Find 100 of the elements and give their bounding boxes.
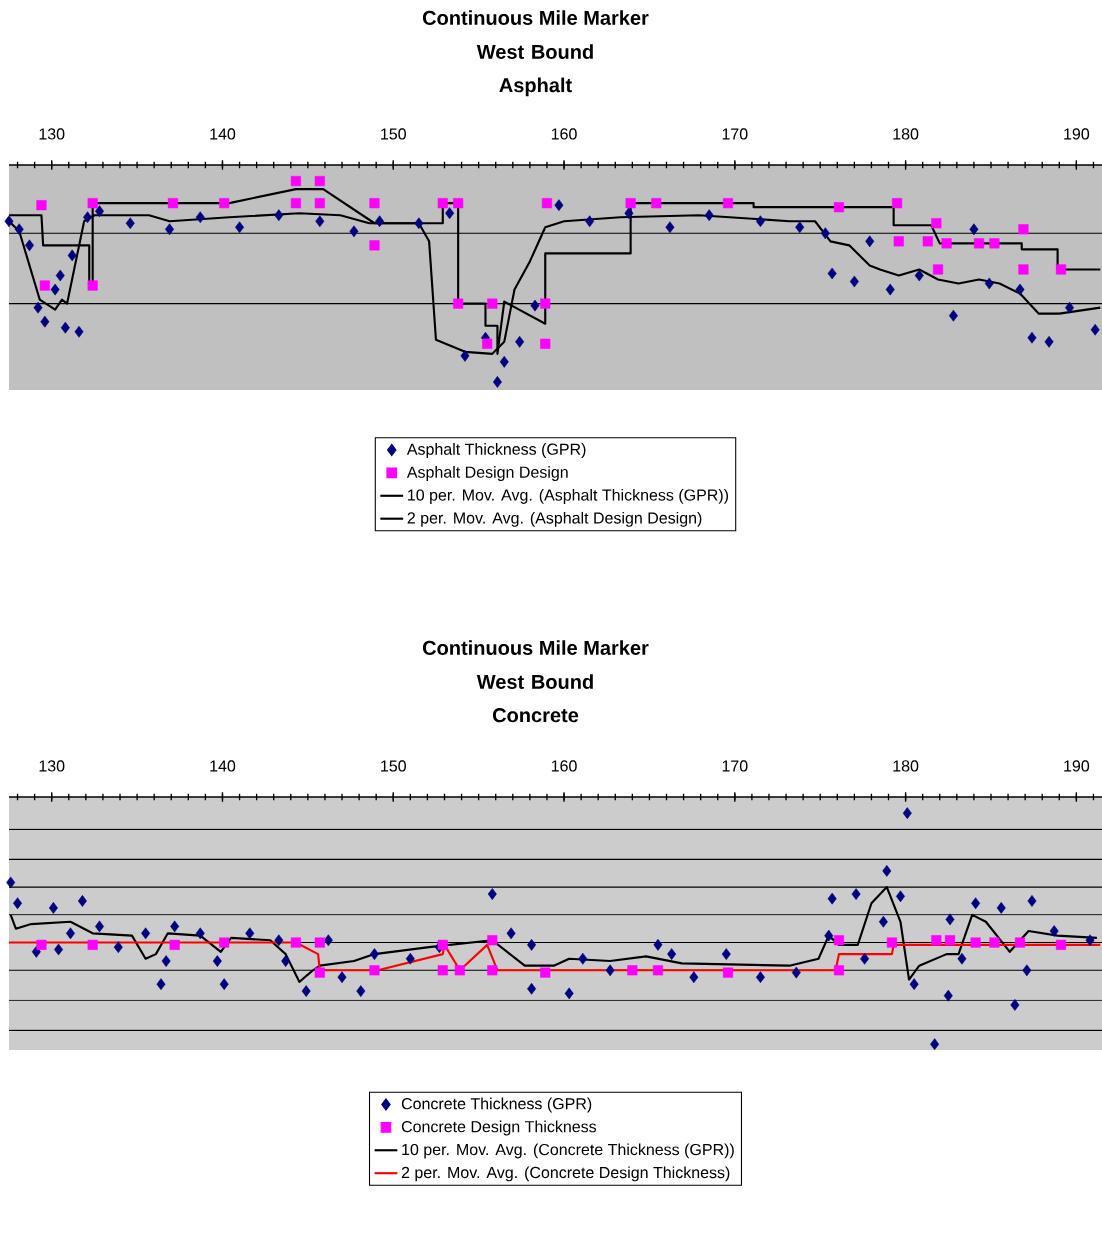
point: [301, 985, 311, 997]
x-tick-label: 180: [893, 760, 919, 772]
x-tick-label: 130: [39, 760, 65, 772]
point: [40, 315, 50, 328]
point: [827, 267, 837, 280]
point: [337, 971, 347, 984]
point: [245, 927, 255, 940]
point: [882, 865, 892, 877]
point: [1022, 964, 1032, 977]
legend-label: 10 per. Mov. Avg. (Concrete Thickness (GPR)): [402, 1143, 734, 1159]
point: [922, 236, 933, 247]
x-tick-label: 190: [1064, 760, 1090, 772]
point: [667, 948, 677, 960]
point: [989, 238, 1000, 249]
point: [651, 198, 662, 209]
point: [931, 218, 942, 229]
point: [755, 215, 765, 228]
point: [405, 952, 415, 965]
point: [482, 338, 493, 349]
point: [506, 927, 516, 940]
point: [437, 939, 448, 950]
point: [1018, 264, 1029, 275]
point: [984, 277, 994, 290]
point: [437, 198, 448, 209]
point: [4, 215, 14, 228]
point: [369, 965, 380, 976]
point: [1065, 301, 1075, 314]
point: [969, 223, 979, 236]
x-tick-label: 150: [381, 128, 406, 140]
point: [914, 269, 924, 282]
point: [1010, 999, 1020, 1011]
point: [445, 207, 455, 220]
point: [453, 298, 464, 309]
point: [48, 902, 58, 914]
point: [957, 952, 967, 965]
point: [1044, 335, 1054, 348]
legend-label: 2 per. Mov. Avg. (Asphalt Design Design): [407, 511, 702, 527]
point: [36, 939, 47, 950]
point: [909, 978, 919, 991]
point: [893, 236, 904, 247]
chart-subtitle: West Bound Asphalt: [476, 44, 593, 97]
point: [1055, 264, 1067, 275]
point: [314, 176, 325, 187]
point: [945, 913, 955, 926]
point: [195, 211, 205, 224]
point: [77, 895, 87, 907]
point: [492, 376, 502, 388]
point: [487, 965, 498, 976]
point: [851, 888, 861, 900]
point: [970, 937, 981, 948]
legend-label: Asphalt Design Design: [406, 466, 568, 481]
point: [125, 217, 135, 230]
x-tick-label: 170: [722, 760, 748, 772]
point: [235, 221, 245, 234]
point: [1055, 939, 1067, 950]
point: [499, 356, 509, 368]
point: [627, 965, 638, 976]
legend-label: Concrete Design Thickness: [401, 1120, 597, 1136]
x-tick-label: 150: [381, 760, 406, 772]
point: [60, 321, 70, 334]
point: [554, 199, 564, 212]
point: [541, 198, 553, 209]
point: [156, 978, 166, 991]
point: [274, 934, 284, 947]
point: [290, 176, 301, 187]
point: [827, 892, 837, 905]
point: [860, 952, 870, 965]
point: [791, 966, 801, 979]
point: [941, 238, 952, 249]
point: [375, 215, 385, 228]
point: [902, 807, 912, 820]
point: [369, 240, 380, 251]
point: [722, 198, 734, 209]
x-tick-label: 130: [39, 128, 65, 140]
point: [515, 335, 525, 348]
point: [219, 198, 230, 209]
point: [369, 198, 380, 209]
point: [878, 915, 888, 928]
point: [540, 298, 551, 309]
point: [820, 227, 830, 240]
point: [891, 198, 903, 209]
point: [55, 269, 65, 282]
point: [281, 955, 291, 967]
point: [1027, 895, 1037, 907]
point: [50, 283, 60, 296]
point: [167, 198, 179, 209]
point: [219, 978, 229, 991]
point: [931, 935, 942, 946]
x-tick-label: 160: [551, 760, 577, 772]
point: [704, 209, 714, 222]
point: [971, 897, 981, 910]
point: [624, 207, 634, 220]
point: [141, 927, 151, 940]
point: [290, 198, 301, 209]
chart-title: Continuous Mile Marker: [422, 10, 649, 25]
point: [930, 1038, 940, 1051]
point: [487, 888, 497, 900]
point: [540, 967, 551, 978]
point: [454, 965, 465, 976]
point: [530, 299, 540, 312]
